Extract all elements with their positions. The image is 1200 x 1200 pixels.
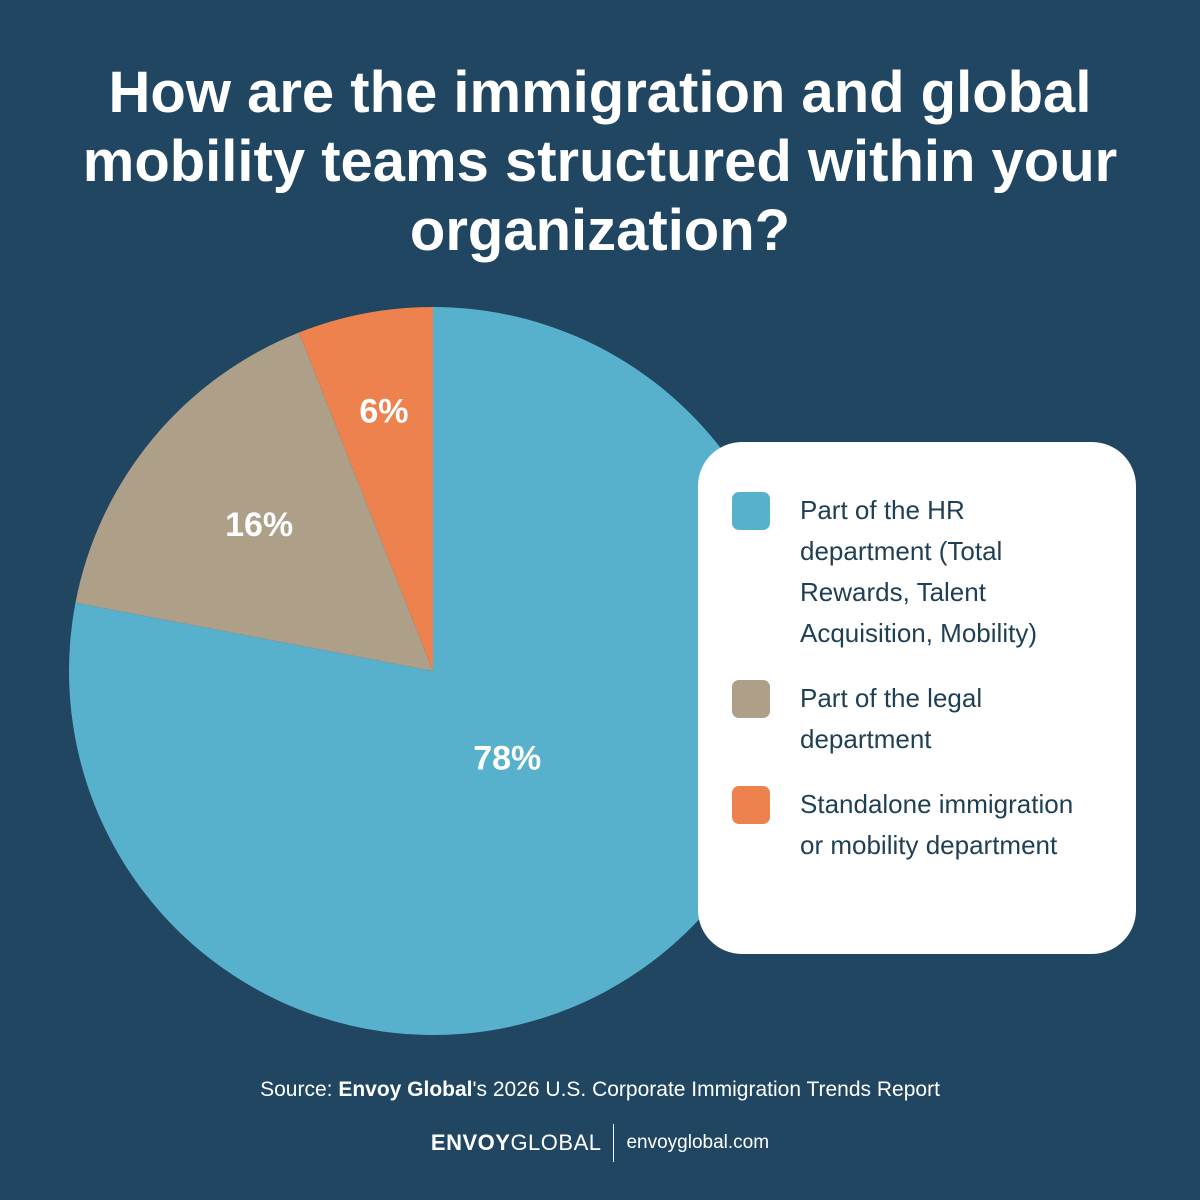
logo-strong-text: ENVOY	[430, 1130, 511, 1155]
legend-swatch-standalone	[732, 786, 770, 824]
pie-slice-legal	[75, 332, 433, 671]
footer: ENVOYGLOBAL envoyglobal.com	[0, 1124, 1200, 1162]
pie-label-legal: 16%	[225, 506, 293, 544]
website-link[interactable]: envoyglobal.com	[626, 1132, 770, 1153]
source-suffix: 's 2026 U.S. Corporate Immigration Trend…	[472, 1078, 940, 1101]
pie-label-standalone: 6%	[359, 393, 408, 431]
pie-slice-hr	[69, 307, 798, 1035]
source-brand: Envoy Global	[338, 1078, 473, 1101]
legend-item-standalone: Standalone immigration or mobility depar…	[732, 784, 1106, 866]
footer-divider	[613, 1124, 615, 1162]
pie-slice-standalone	[299, 307, 433, 671]
source-note: Source: Envoy Global's 2026 U.S. Corpora…	[0, 1078, 1200, 1102]
legend-label-hr: Part of the HR department (Total Rewards…	[800, 495, 1037, 648]
legend: Part of the HR department (Total Rewards…	[698, 442, 1136, 954]
legend-label-legal: Part of the legal department	[800, 683, 983, 754]
logo-light-text: GLOBAL	[510, 1130, 602, 1155]
legend-item-hr: Part of the HR department (Total Rewards…	[732, 490, 1106, 654]
legend-swatch-legal	[732, 680, 770, 718]
source-prefix: Source:	[260, 1078, 339, 1101]
legend-label-standalone: Standalone immigration or mobility depar…	[800, 789, 1074, 860]
legend-item-legal: Part of the legal department	[732, 678, 1106, 760]
page-title: How are the immigration and global mobil…	[82, 60, 1118, 263]
legend-swatch-hr	[732, 492, 770, 530]
pie-label-hr: 78%	[473, 740, 541, 778]
envoy-global-logo: ENVOYGLOBAL	[431, 1130, 602, 1156]
